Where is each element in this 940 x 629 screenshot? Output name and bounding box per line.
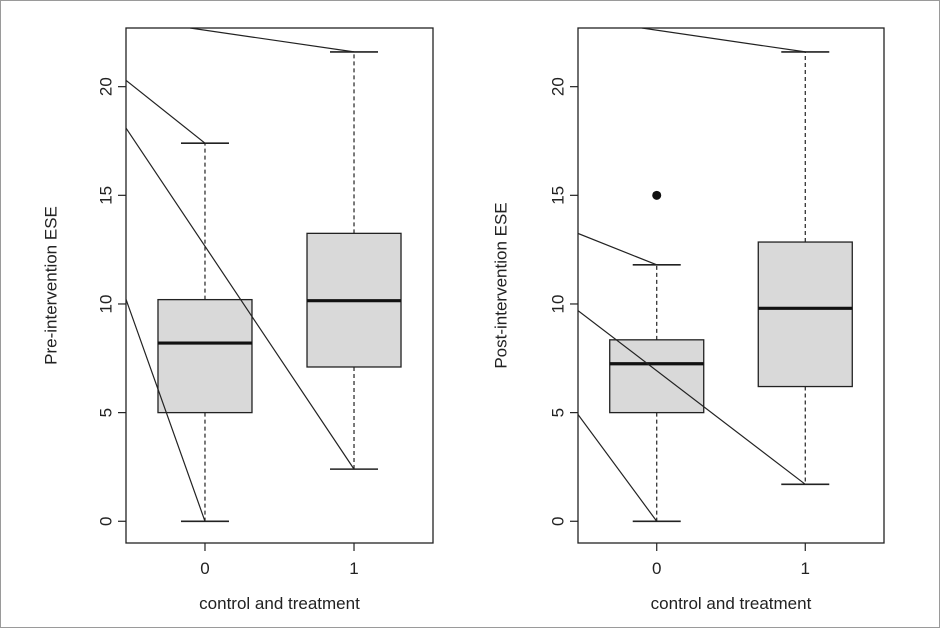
- iqr-box: [157, 298, 253, 414]
- outlier-point: [652, 190, 662, 200]
- x-axis-label: control and treatment: [651, 594, 812, 613]
- y-tick-label: 20: [549, 77, 568, 96]
- box-1: [306, 51, 402, 470]
- connecting-line: [578, 413, 658, 522]
- connecting-line: [578, 309, 806, 485]
- plot-frame: [125, 27, 434, 544]
- iqr-box: [757, 241, 853, 388]
- box-1: [757, 51, 853, 486]
- x-tick-label: 0: [200, 559, 209, 578]
- y-tick-label: 15: [97, 186, 116, 205]
- connecting-line: [126, 126, 355, 470]
- box-0: [157, 142, 253, 523]
- x-tick-label: 1: [349, 559, 358, 578]
- plot-frame: [577, 27, 885, 544]
- y-tick-label: 15: [549, 186, 568, 205]
- panel-pre-intervention: 0 5 10 15 20 0 1 control and treatment Pre-inter…: [42, 27, 434, 613]
- panel-post-intervention: 0 5 10 15 20 0 1 control and treatment Post-inte…: [492, 27, 885, 613]
- y-tick-label: 10: [97, 295, 116, 314]
- y-tick-label: 10: [549, 295, 568, 314]
- y-tick-label: 5: [549, 408, 568, 417]
- connecting-line: [578, 232, 657, 266]
- x-tick-label: 1: [801, 559, 810, 578]
- y-axis-label: Post-intervention ESE: [492, 202, 511, 368]
- y-tick-label: 0: [549, 517, 568, 526]
- x-tick-label: 0: [652, 559, 661, 578]
- y-tick-label: 0: [97, 517, 116, 526]
- connecting-line: [189, 28, 355, 53]
- y-tick-label: 5: [97, 408, 116, 417]
- connecting-line: [126, 79, 206, 144]
- x-axis-label: control and treatment: [199, 594, 360, 613]
- connecting-line: [126, 297, 206, 522]
- connecting-line: [641, 28, 806, 53]
- y-axis-label: Pre-intervention ESE: [42, 206, 61, 365]
- iqr-box: [609, 339, 705, 414]
- box-0: [609, 190, 705, 523]
- y-tick-label: 20: [97, 77, 116, 96]
